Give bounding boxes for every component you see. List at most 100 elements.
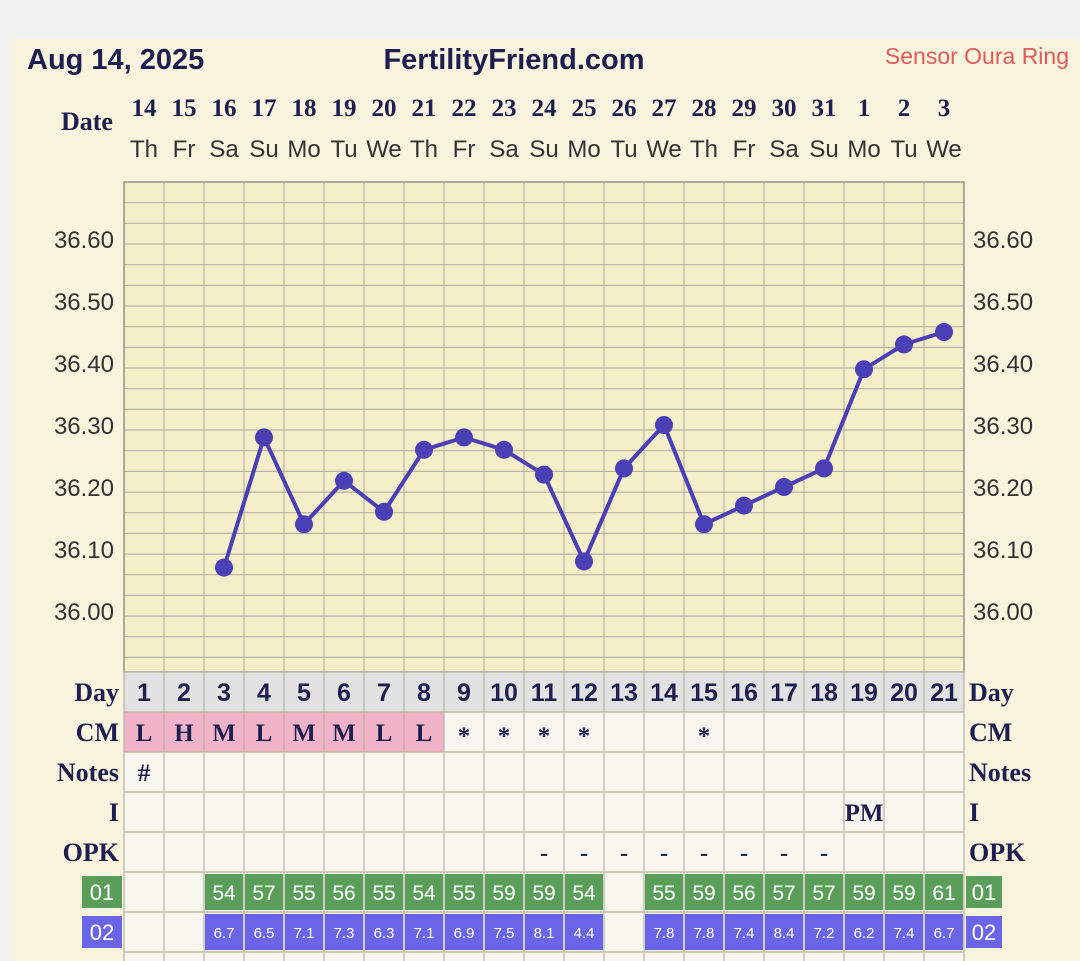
- temperature-point: [495, 440, 513, 459]
- row-label-right: CM: [969, 718, 1012, 747]
- row02-value: 6.2: [854, 925, 875, 942]
- date-label: 31: [812, 95, 837, 122]
- row02-value: 4.4: [574, 925, 595, 942]
- weekday-label: Fr: [173, 136, 196, 163]
- cycle-day-number: 8: [417, 679, 431, 707]
- row-label-left: I: [109, 798, 119, 827]
- row-label-box-right: [966, 876, 1002, 908]
- weekday-label: Fr: [733, 136, 756, 163]
- row02-cell-fill: [405, 914, 443, 950]
- row01-cell-fill: [365, 874, 403, 910]
- row02-value: 7.8: [654, 925, 675, 942]
- cm-value: *: [458, 723, 471, 750]
- row02-cell-fill: [885, 914, 923, 950]
- row02-value: 6.7: [934, 925, 955, 942]
- cm-value: M: [332, 720, 356, 747]
- row02-value: 7.3: [334, 925, 355, 942]
- date-label: 14: [132, 95, 158, 122]
- row01-value: 55: [372, 882, 395, 905]
- y-tick-label-right: 36.50: [973, 289, 1033, 316]
- y-tick-label-right: 36.40: [973, 351, 1033, 378]
- cm-cell-fill: [204, 712, 244, 752]
- date-label: 29: [732, 95, 757, 122]
- row01-cell-fill: [485, 874, 523, 910]
- row02-cell-fill: [765, 914, 803, 950]
- row02-value: 6.7: [214, 925, 235, 942]
- temperature-point: [895, 335, 913, 354]
- weekday-label: Sa: [209, 136, 239, 163]
- temperature-point: [215, 558, 233, 577]
- cm-value: M: [212, 720, 236, 747]
- date-label: 16: [212, 95, 237, 122]
- cm-cell-fill: [124, 712, 164, 752]
- opk-value: -: [620, 840, 628, 867]
- temperature-point: [575, 552, 593, 571]
- row02-cell-fill: [685, 914, 723, 950]
- row02-cell-fill: [525, 914, 563, 950]
- cm-value: *: [538, 723, 551, 750]
- row01-cell-fill: [525, 874, 563, 910]
- y-tick-label-right: 36.00: [973, 599, 1033, 626]
- row02-cell-fill: [565, 914, 603, 950]
- temperature-point: [255, 428, 273, 447]
- weekday-label: Th: [690, 136, 718, 163]
- site-name[interactable]: FertilityFriend.com: [383, 44, 644, 76]
- temperature-point: [295, 515, 313, 534]
- cm-cell-fill: [404, 712, 444, 752]
- cycle-day-number: 4: [257, 679, 271, 707]
- date-label: 25: [572, 95, 597, 122]
- row02-value: 6.9: [454, 925, 475, 942]
- row01-value: 59: [692, 882, 715, 905]
- cm-value: L: [416, 720, 433, 747]
- weekday-label: Th: [410, 136, 438, 163]
- cm-value: L: [136, 720, 153, 747]
- day-row-background: [124, 672, 964, 712]
- row-label-left: Day: [74, 678, 119, 707]
- row02-value: 6.3: [374, 925, 395, 942]
- cycle-day-number: 1: [137, 679, 151, 707]
- row01-value: 59: [532, 882, 555, 905]
- row01-value: 55: [652, 882, 675, 905]
- row02-cell-fill: [285, 914, 323, 950]
- row02-cell-fill: [845, 914, 883, 950]
- cm-value: M: [292, 720, 316, 747]
- cm-value: L: [376, 720, 393, 747]
- cm-cell-fill: [164, 712, 204, 752]
- row01-cell-fill: [405, 874, 443, 910]
- cm-value: L: [256, 720, 273, 747]
- date-label: 21: [412, 95, 437, 122]
- row01-cell-fill: [245, 874, 283, 910]
- weekday-label: Su: [809, 136, 838, 163]
- header-date: Aug 14, 2025: [27, 44, 204, 76]
- temperature-point: [695, 515, 713, 534]
- date-label: 26: [612, 95, 637, 122]
- row01-cell-fill: [285, 874, 323, 910]
- temperature-point: [335, 471, 353, 490]
- row02-cell-fill: [725, 914, 763, 950]
- temperature-point: [615, 459, 633, 478]
- cycle-day-number: 11: [531, 679, 558, 707]
- weekday-label: Mo: [287, 136, 320, 163]
- row-label-left: 02: [90, 920, 114, 945]
- row01-cell-fill: [885, 874, 923, 910]
- row01-cell-fill: [765, 874, 803, 910]
- opk-value: -: [820, 840, 828, 867]
- cm-value: *: [698, 723, 711, 750]
- row02-value: 8.4: [774, 925, 795, 942]
- date-label: 19: [332, 95, 357, 122]
- row-label-box-left: [82, 876, 122, 908]
- weekday-label: Mo: [847, 136, 880, 163]
- weekday-label: Tu: [890, 136, 917, 163]
- row01-value: 59: [852, 882, 875, 905]
- row-label-right: OPK: [969, 838, 1026, 867]
- row01-value: 57: [252, 882, 275, 905]
- y-tick-label-left: 36.00: [54, 599, 114, 626]
- row-label-left: OPK: [63, 838, 120, 867]
- date-label: 15: [172, 95, 197, 122]
- row01-value: 56: [332, 882, 355, 905]
- date-label: 22: [452, 95, 477, 122]
- row01-cell-fill: [925, 874, 963, 910]
- row-label-right: Notes: [969, 758, 1031, 787]
- temperature-point: [735, 496, 753, 515]
- cycle-day-number: 12: [570, 679, 598, 707]
